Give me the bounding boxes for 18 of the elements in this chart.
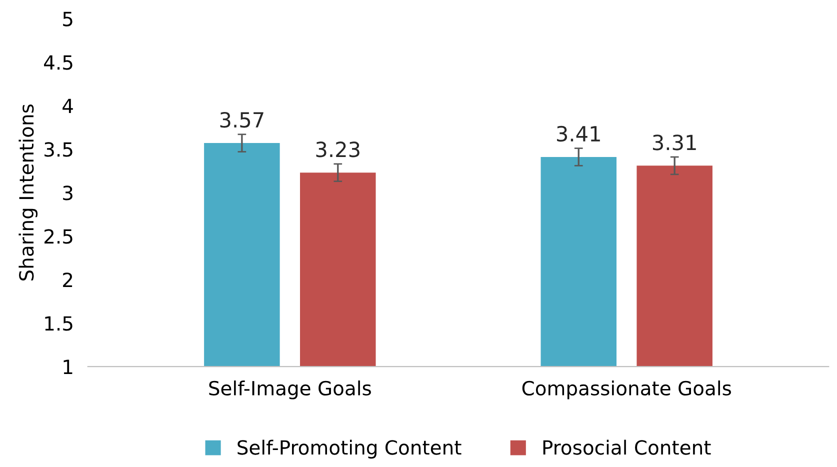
y-tick-label: 2 xyxy=(63,272,72,288)
y-tick-label: 3.5 xyxy=(44,142,72,157)
y-tick-label: 5 xyxy=(63,12,72,26)
data-label: 3.57 xyxy=(220,112,264,128)
data-label: 3.31 xyxy=(652,134,696,150)
x-tick-label: Self-Image Goals xyxy=(209,380,371,400)
y-tick-label: 4 xyxy=(62,98,73,114)
data-label: 3.23 xyxy=(316,142,360,158)
y-tick-label: 3 xyxy=(63,186,72,200)
x-tick-label: Compassionate Goals xyxy=(522,380,731,400)
y-tick-label: 4.5 xyxy=(44,55,72,70)
y-axis-title: Sharing Intentions xyxy=(18,104,38,280)
legend-label: Self-Promoting Content xyxy=(238,440,462,459)
y-tick-label: 2.5 xyxy=(44,229,72,244)
y-tick-label: 1.5 xyxy=(45,316,72,331)
y-tick-label: 1 xyxy=(64,360,72,374)
legend-label: Prosocial Content xyxy=(543,440,711,455)
data-label: 3.41 xyxy=(557,126,600,142)
